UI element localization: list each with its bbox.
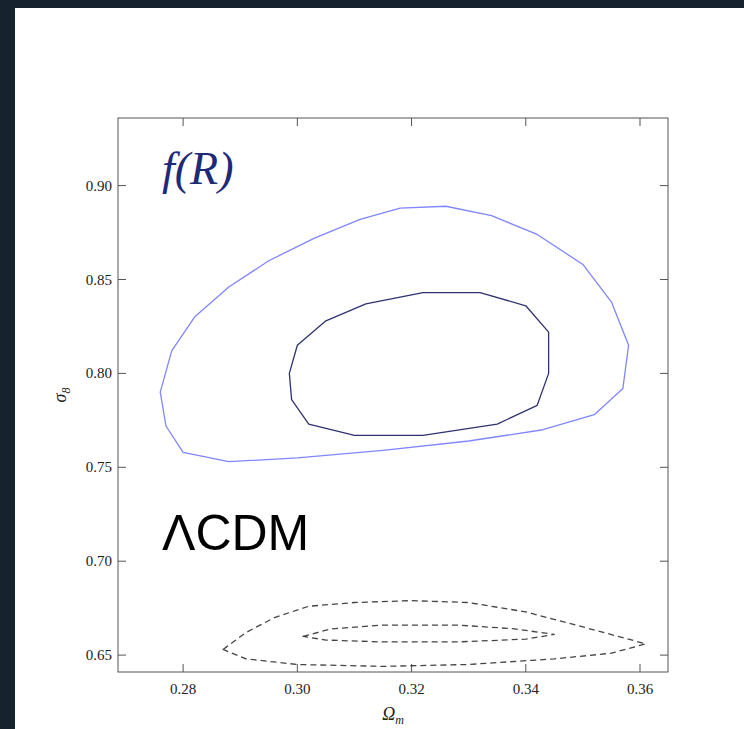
y-tick — [118, 467, 126, 468]
x-tick-label: 0.36 — [627, 681, 654, 697]
x-tick-top — [183, 118, 184, 126]
y-tick-right — [660, 561, 668, 562]
x-tick-top — [640, 118, 641, 126]
label-sub: m — [395, 713, 404, 727]
y-tick — [118, 373, 126, 374]
x-tick-top — [525, 118, 526, 126]
y-tick-label: 0.90 — [86, 178, 112, 194]
y-tick — [118, 561, 126, 562]
x-axis-title: Ωm — [382, 704, 404, 727]
figure-panel — [15, 8, 744, 729]
y-tick-right — [660, 655, 668, 656]
series-label: f(R) — [162, 143, 234, 194]
x-tick — [297, 664, 298, 672]
x-tick-top — [297, 118, 298, 126]
x-tick — [183, 664, 184, 672]
y-axis-title: σ8 — [50, 388, 73, 403]
x-tick — [640, 664, 641, 672]
label-main: Ω — [382, 704, 395, 724]
y-tick-right — [660, 467, 668, 468]
x-tick-top — [411, 118, 412, 126]
x-tick-label: 0.28 — [170, 681, 196, 697]
plot-frame — [118, 118, 668, 672]
y-tick-label: 0.70 — [86, 553, 112, 569]
y-tick-label: 0.85 — [86, 272, 112, 288]
contour-line — [160, 206, 628, 461]
y-tick-right — [660, 373, 668, 374]
y-tick-label: 0.75 — [86, 459, 112, 475]
contour-line — [223, 601, 646, 667]
x-tick — [525, 664, 526, 672]
y-tick-label: 0.65 — [86, 647, 112, 663]
x-tick-label: 0.34 — [513, 681, 540, 697]
y-tick-label: 0.80 — [86, 365, 112, 381]
series-label: ΛCDM — [162, 505, 309, 561]
x-tick-label: 0.32 — [398, 681, 424, 697]
contour-line — [289, 293, 548, 436]
background — [0, 0, 744, 729]
chart: 0.28 0.30 0.32 0.34 0.36 0.65 0.70 0.75 0.80 0.85… — [0, 0, 744, 729]
x-tick-label: 0.30 — [284, 681, 310, 697]
y-tick — [118, 185, 126, 186]
y-tick — [118, 279, 126, 280]
y-tick-right — [660, 279, 668, 280]
contour-line — [303, 625, 554, 642]
y-tick-right — [660, 185, 668, 186]
y-tick — [118, 655, 126, 656]
label-sub: 8 — [59, 388, 73, 394]
contours — [160, 206, 645, 666]
